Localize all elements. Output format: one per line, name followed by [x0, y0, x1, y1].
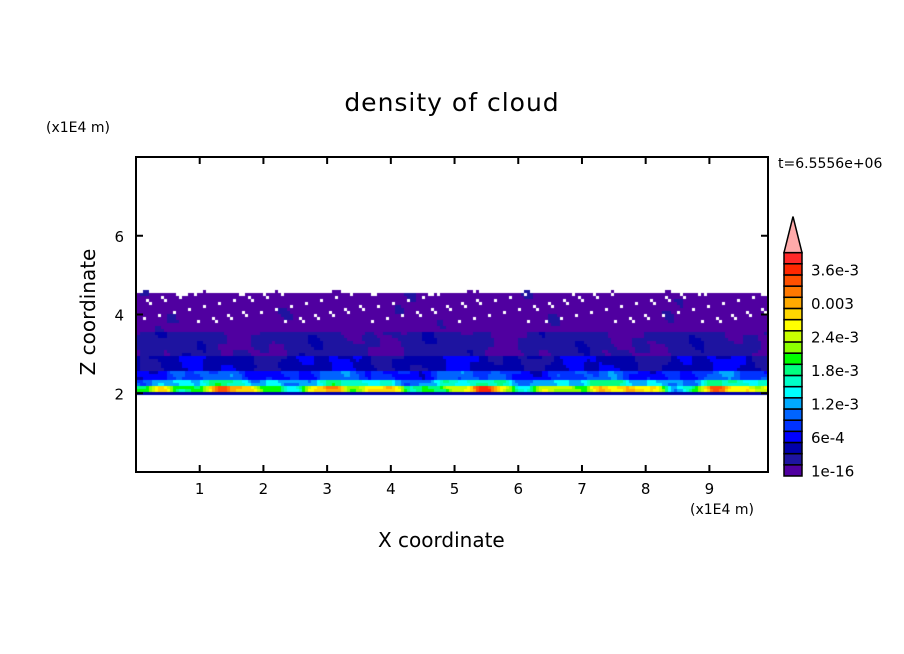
colorbar-box	[783, 251, 803, 265]
colorbar-label: 1e-16	[811, 462, 854, 480]
colorbar-label: 0.003	[811, 295, 854, 313]
colorbar-box	[783, 296, 803, 310]
colorbar-box	[783, 341, 803, 354]
x-tick-label: 1	[195, 480, 205, 498]
colorbar-label: 1.2e-3	[811, 395, 859, 413]
colorbar-label: 6e-4	[811, 429, 845, 447]
x-tick-label: 8	[641, 480, 651, 498]
colorbar-box	[783, 385, 803, 399]
colorbar-box	[783, 352, 803, 366]
colorbar-box	[783, 274, 803, 287]
x-unit-label: (x1E4 m)	[690, 502, 754, 518]
y-tick-label: 4	[114, 307, 124, 325]
colorbar-box	[783, 397, 803, 410]
x-tick-label: 3	[322, 480, 332, 498]
y-tick-label: 6	[114, 228, 124, 246]
colorbar-box	[783, 285, 803, 299]
x-tick-label: 4	[386, 480, 396, 498]
colorbar-box	[783, 452, 803, 466]
chart-title: density of cloud	[344, 88, 560, 117]
x-axis-label: X coordinate	[378, 528, 505, 552]
colorbar-overflow-triangle	[783, 216, 803, 254]
plot-frame	[135, 156, 769, 473]
density-field	[137, 158, 768, 472]
colorbar-box	[783, 263, 803, 276]
colorbar-box	[783, 419, 803, 433]
colorbar-label: 2.4e-3	[811, 328, 859, 346]
colorbar-box	[783, 307, 803, 321]
x-tick-label: 6	[513, 480, 523, 498]
colorbar-box	[783, 441, 803, 455]
x-tick-label: 5	[450, 480, 460, 498]
y-tick-label: 2	[114, 385, 124, 403]
time-label: t=6.5556e+06	[778, 156, 883, 172]
colorbar-label: 3.6e-3	[811, 261, 859, 279]
colorbar-box	[783, 464, 803, 477]
y-unit-label: (x1E4 m)	[46, 120, 110, 136]
x-tick-label: 9	[705, 480, 715, 498]
colorbar-box	[783, 330, 803, 343]
colorbar-box	[783, 374, 803, 388]
x-tick-label: 2	[259, 480, 269, 498]
colorbar-box	[783, 430, 803, 444]
colorbar-label: 1.8e-3	[811, 362, 859, 380]
x-tick-label: 7	[577, 480, 587, 498]
colorbar-box	[783, 408, 803, 421]
colorbar-box	[783, 363, 803, 377]
colorbar-box	[783, 318, 803, 332]
